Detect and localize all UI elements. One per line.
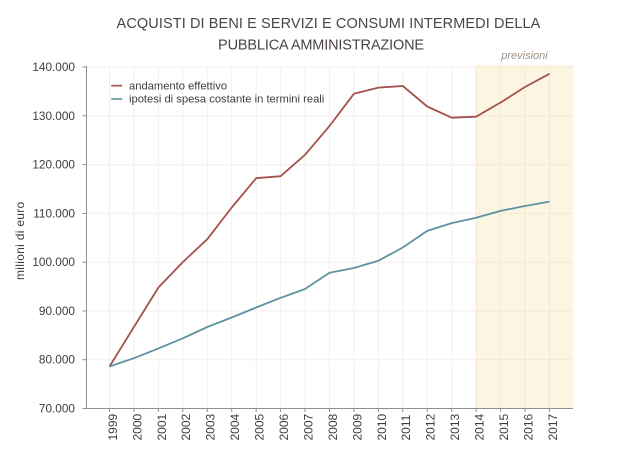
svg-text:1999: 1999 <box>106 413 120 440</box>
svg-text:110.000: 110.000 <box>33 206 75 220</box>
svg-text:2002: 2002 <box>179 413 193 440</box>
svg-text:70.000: 70.000 <box>39 402 76 416</box>
svg-text:milioni di euro: milioni di euro <box>13 201 27 280</box>
svg-text:2006: 2006 <box>277 413 291 440</box>
svg-text:80.000: 80.000 <box>39 353 76 367</box>
svg-text:100.000: 100.000 <box>32 255 75 269</box>
svg-text:2013: 2013 <box>448 413 462 440</box>
svg-text:2009: 2009 <box>350 413 364 440</box>
svg-text:2008: 2008 <box>326 413 340 440</box>
svg-text:120.000: 120.000 <box>32 158 75 172</box>
svg-text:previsioni: previsioni <box>500 50 548 62</box>
svg-text:2014: 2014 <box>473 413 487 440</box>
svg-text:2017: 2017 <box>546 413 560 440</box>
svg-text:2001: 2001 <box>155 413 169 440</box>
svg-text:ACQUISTI DI BENI E SERVIZI E C: ACQUISTI DI BENI E SERVIZI E CONSUMI INT… <box>117 16 541 32</box>
svg-text:130.000: 130.000 <box>32 109 75 123</box>
svg-text:140.000: 140.000 <box>32 60 75 74</box>
svg-text:2015: 2015 <box>497 413 511 440</box>
svg-text:ipotesi di spesa costante in t: ipotesi di spesa costante in termini rea… <box>129 94 324 106</box>
svg-text:2000: 2000 <box>130 413 144 440</box>
svg-text:andamento effettivo: andamento effettivo <box>129 81 227 93</box>
svg-text:2005: 2005 <box>253 413 267 440</box>
svg-text:2016: 2016 <box>521 413 535 440</box>
svg-text:2004: 2004 <box>228 413 242 440</box>
svg-text:2003: 2003 <box>204 413 218 440</box>
svg-text:PUBBLICA AMMINISTRAZIONE: PUBBLICA AMMINISTRAZIONE <box>218 37 424 53</box>
svg-text:90.000: 90.000 <box>39 304 76 318</box>
svg-text:2007: 2007 <box>301 413 315 440</box>
svg-text:2010: 2010 <box>375 413 389 440</box>
svg-text:2012: 2012 <box>424 413 438 440</box>
svg-text:2011: 2011 <box>399 414 413 440</box>
